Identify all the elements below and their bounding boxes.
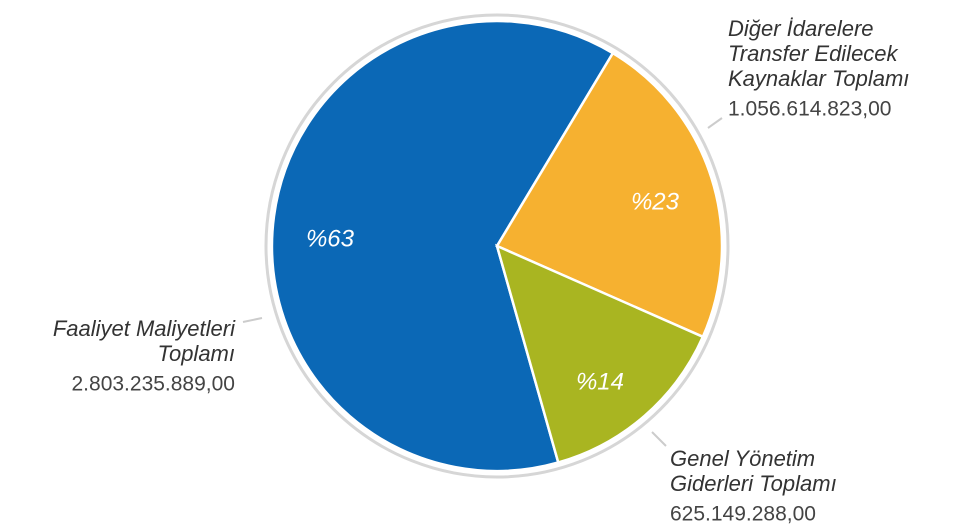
slice-amount: 625.149.288,00 bbox=[670, 503, 816, 526]
slice-percent: %63 bbox=[306, 225, 355, 252]
slice-label: Giderleri Toplamı bbox=[670, 471, 837, 496]
slice-amount: 1.056.614.823,00 bbox=[728, 98, 892, 121]
slice-label: Transfer Edilecek bbox=[728, 41, 899, 66]
slice-label: Faaliyet Maliyetleri bbox=[53, 316, 236, 341]
pie-slice bbox=[495, 51, 724, 339]
slice-label: Diğer İdarelere bbox=[728, 16, 874, 41]
leader-line bbox=[707, 117, 723, 129]
slice-label: Genel Yönetim bbox=[670, 446, 815, 471]
slice-label: Kaynaklar Toplamı bbox=[728, 66, 909, 91]
pie-ring bbox=[264, 13, 730, 479]
leader-line bbox=[651, 431, 667, 447]
pie-slice bbox=[495, 243, 705, 465]
slice-percent: %14 bbox=[576, 368, 624, 395]
slice-percent: %23 bbox=[631, 188, 680, 215]
slice-amount: 2.803.235.889,00 bbox=[72, 373, 236, 396]
slice-label: Toplamı bbox=[158, 341, 235, 366]
leader-line bbox=[242, 317, 263, 323]
